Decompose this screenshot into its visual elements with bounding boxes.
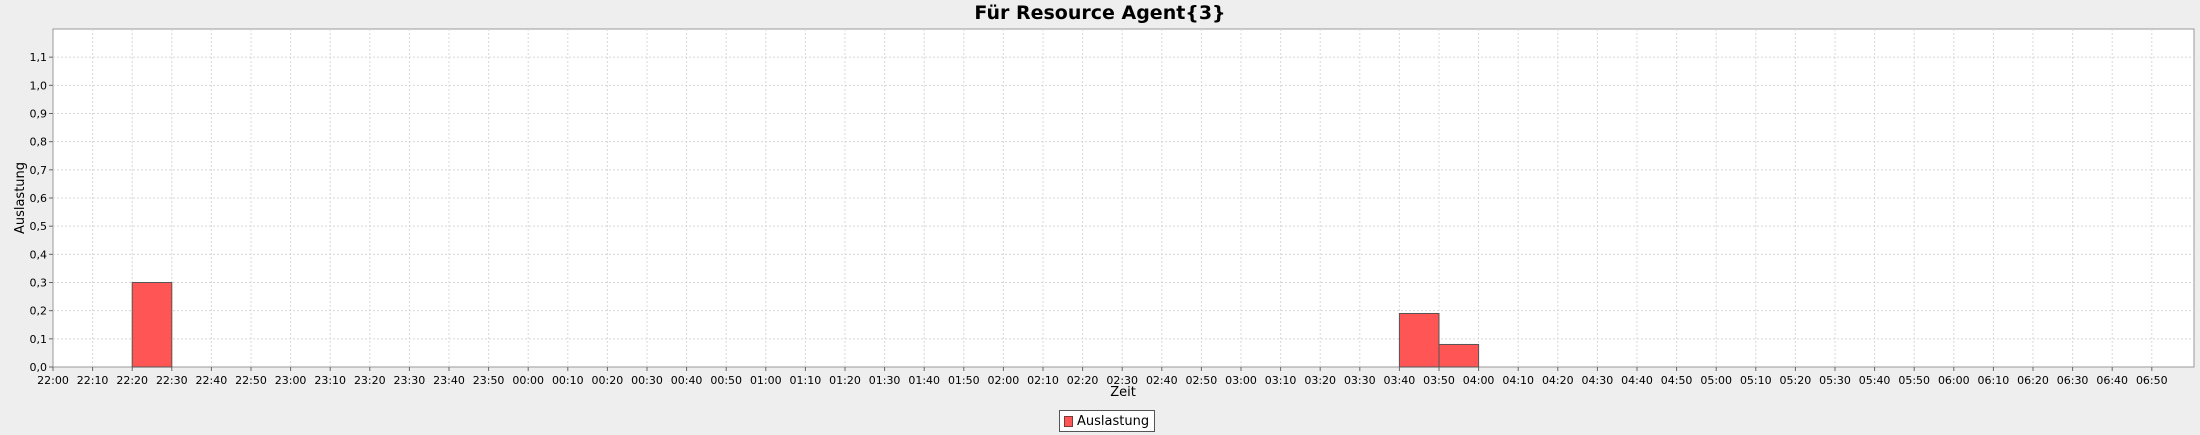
x-tick-label: 00:10 xyxy=(552,374,584,387)
y-tick-label: 0,1 xyxy=(30,333,48,346)
x-tick-label: 22:30 xyxy=(156,374,188,387)
legend-swatch xyxy=(1064,415,1073,427)
x-tick-label: 23:00 xyxy=(275,374,307,387)
y-tick-label: 0,2 xyxy=(30,305,48,318)
y-tick-label: 0,0 xyxy=(30,361,48,374)
x-tick-label: 23:10 xyxy=(314,374,346,387)
x-tick-label: 03:00 xyxy=(1225,374,1257,387)
x-tick-label: 01:50 xyxy=(948,374,980,387)
x-tick-label: 04:30 xyxy=(1582,374,1614,387)
x-tick-label: 23:50 xyxy=(473,374,505,387)
y-tick-label: 0,8 xyxy=(30,136,48,149)
x-tick-label: 05:10 xyxy=(1740,374,1772,387)
x-tick-label: 05:30 xyxy=(1819,374,1851,387)
x-tick-label: 23:30 xyxy=(394,374,426,387)
x-tick-label: 05:00 xyxy=(1700,374,1732,387)
grid xyxy=(53,29,2194,367)
x-tick-label: 04:10 xyxy=(1502,374,1534,387)
x-tick-label: 00:30 xyxy=(631,374,663,387)
x-tick-label: 04:40 xyxy=(1621,374,1653,387)
x-tick-label: 02:20 xyxy=(1067,374,1099,387)
x-tick-label: 05:40 xyxy=(1859,374,1891,387)
x-tick-label: 05:50 xyxy=(1898,374,1930,387)
x-tick-label: 01:10 xyxy=(790,374,822,387)
x-tick-label: 22:10 xyxy=(77,374,109,387)
x-tick-label: 00:00 xyxy=(512,374,544,387)
x-tick-label: 01:20 xyxy=(829,374,861,387)
x-tick-label: 02:10 xyxy=(1027,374,1059,387)
bar xyxy=(1398,312,1440,368)
x-tick-label: 22:00 xyxy=(37,374,69,387)
x-tick-label: 03:40 xyxy=(1384,374,1416,387)
x-tick-label: 03:50 xyxy=(1423,374,1455,387)
x-tick-label: 22:40 xyxy=(196,374,228,387)
x-tick-label: 00:20 xyxy=(592,374,624,387)
x-tick-label: 02:40 xyxy=(1146,374,1178,387)
x-tick-label: 00:40 xyxy=(671,374,703,387)
y-tick-label: 0,4 xyxy=(30,248,48,261)
y-axis: 0,0 0,1 0,2 0,3 0,4 0,5 0,6 0,7 0,8 0,9 1,0 1,1 xyxy=(30,51,53,374)
x-tick-label: 22:50 xyxy=(235,374,267,387)
x-tick-label: 06:20 xyxy=(2017,374,2049,387)
x-tick-label: 06:30 xyxy=(2057,374,2089,387)
x-tick-label: 01:30 xyxy=(869,374,901,387)
x-tick-label: 04:50 xyxy=(1661,374,1693,387)
x-tick-label: 02:30 xyxy=(1106,374,1138,387)
legend-label: Auslastung xyxy=(1077,413,1150,429)
x-tick-label: 01:00 xyxy=(750,374,782,387)
x-axis: 22:00 22:10 22:20 22:30 22:40 22:50 23:00 23:10… xyxy=(37,367,2168,387)
bars xyxy=(131,282,1480,368)
y-tick-label: 0,5 xyxy=(30,220,48,233)
bar xyxy=(131,282,173,368)
x-tick-label: 04:00 xyxy=(1463,374,1495,387)
x-tick-label: 03:10 xyxy=(1265,374,1297,387)
x-tick-label: 06:40 xyxy=(2096,374,2128,387)
y-tick-label: 1,1 xyxy=(30,51,48,64)
x-tick-label: 02:50 xyxy=(1186,374,1218,387)
x-tick-label: 06:00 xyxy=(1938,374,1970,387)
legend: Auslastung xyxy=(1059,410,1156,432)
x-tick-label: 23:40 xyxy=(433,374,465,387)
x-tick-label: 06:10 xyxy=(1978,374,2010,387)
x-tick-label: 04:20 xyxy=(1542,374,1574,387)
x-tick-label: 05:20 xyxy=(1780,374,1812,387)
x-tick-label: 01:40 xyxy=(908,374,940,387)
x-tick-label: 03:30 xyxy=(1344,374,1376,387)
x-tick-label: 23:20 xyxy=(354,374,386,387)
y-axis-label: Auslastung xyxy=(13,162,28,234)
x-tick-label: 00:50 xyxy=(710,374,742,387)
chart-title: Für Resource Agent{3} xyxy=(974,2,1226,24)
x-tick-label: 06:50 xyxy=(2136,374,2168,387)
y-tick-label: 1,0 xyxy=(30,79,48,92)
bar xyxy=(1438,343,1480,368)
y-tick-label: 0,9 xyxy=(30,108,48,121)
x-tick-label: 02:00 xyxy=(988,374,1020,387)
x-tick-label: 03:20 xyxy=(1304,374,1336,387)
x-tick-label: 22:20 xyxy=(116,374,148,387)
x-axis-label: Zeit xyxy=(1110,385,1136,400)
y-tick-label: 0,3 xyxy=(30,277,48,290)
y-tick-label: 0,7 xyxy=(30,164,48,177)
y-tick-label: 0,6 xyxy=(30,192,48,205)
